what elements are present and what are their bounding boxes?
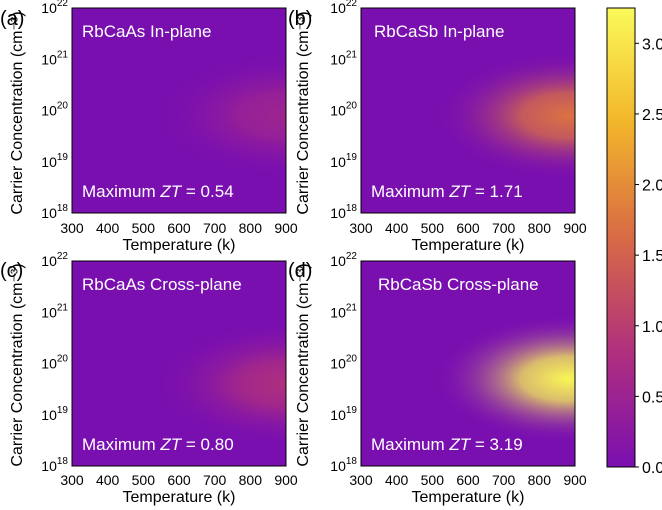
y-tick-label: 1021 — [41, 302, 68, 320]
colorbar-gradient — [606, 7, 636, 468]
colorbar-tick-label: 0.0 — [642, 460, 662, 477]
y-tick-label: 1018 — [41, 203, 68, 221]
y-tick-label: 1021 — [330, 302, 357, 320]
x-tick-label: 600 — [456, 220, 480, 236]
x-tick-label: 400 — [385, 220, 409, 236]
colorbar: 0.0 0.5 1.0 1.5 2.0 2.5 3.0 — [606, 7, 662, 477]
heatmap-overlay — [72, 8, 286, 213]
heatmap-title: RbCaSb In-plane — [374, 22, 504, 41]
x-tick-label: 300 — [349, 472, 373, 488]
x-tick-label: 400 — [96, 472, 120, 488]
y-tick-label: 1022 — [41, 0, 68, 16]
x-tick-labels: 300 400 500 600 700 800 900 — [349, 220, 587, 236]
x-tick-label: 600 — [167, 472, 191, 488]
x-tick-label: 600 — [167, 220, 191, 236]
max-zt-annotation: Maximum ZT = 3.19 — [371, 435, 523, 454]
y-tick-label: 1019 — [41, 152, 68, 170]
panel-label: (c) — [0, 260, 23, 282]
panel-a: (a) Carrier Concentration (cm⁻³) RbCaAs … — [0, 0, 298, 254]
x-tick-label: 500 — [421, 220, 445, 236]
x-tick-label: 600 — [456, 472, 480, 488]
x-tick-labels: 300 400 500 600 700 800 900 — [60, 472, 298, 488]
colorbar-tick-label: 1.0 — [642, 319, 662, 336]
plot-frame — [360, 7, 576, 214]
plot-frame — [71, 260, 287, 467]
heatmap-title: RbCaAs Cross-plane — [82, 275, 242, 294]
heatmap-title: RbCaAs In-plane — [82, 22, 211, 41]
x-tick-label: 300 — [349, 220, 373, 236]
y-tick-label: 1020 — [330, 354, 357, 372]
x-tick-label: 700 — [203, 472, 227, 488]
x-tick-label: 900 — [563, 472, 587, 488]
x-tick-label: 800 — [528, 472, 552, 488]
x-tick-label: 700 — [492, 472, 516, 488]
x-tick-label: 400 — [385, 472, 409, 488]
x-axis-label: Temperature (k) — [123, 489, 236, 506]
heatmap-title: RbCaSb Cross-plane — [378, 275, 539, 294]
y-axis-label: Carrier Concentration (cm⁻³) — [295, 11, 312, 214]
panel-c: (c) Carrier Concentration (cm⁻³) RbCaAs … — [0, 251, 298, 506]
x-tick-label: 300 — [60, 220, 84, 236]
x-tick-label: 400 — [96, 220, 120, 236]
x-tick-label: 900 — [274, 472, 298, 488]
y-tick-label: 1022 — [330, 0, 357, 16]
x-axis-label: Temperature (k) — [123, 237, 236, 254]
x-tick-label: 700 — [203, 220, 227, 236]
y-tick-label: 1020 — [330, 101, 357, 119]
y-tick-label: 1022 — [330, 251, 357, 269]
plot-frame — [71, 7, 287, 214]
colorbar-tick-label: 2.0 — [642, 178, 662, 195]
x-tick-label: 900 — [274, 220, 298, 236]
x-axis-label: Temperature (k) — [412, 237, 525, 254]
colorbar-tick-labels: 0.0 0.5 1.0 1.5 2.0 2.5 3.0 — [635, 36, 662, 477]
x-tick-label: 500 — [132, 220, 156, 236]
x-tick-label: 800 — [239, 472, 263, 488]
max-zt-annotation: Maximum ZT = 0.80 — [82, 435, 234, 454]
y-axis-label: Carrier Concentration (cm⁻³) — [295, 263, 312, 466]
heatmap-overlay — [361, 8, 575, 213]
y-tick-label: 1019 — [330, 405, 357, 423]
x-tick-labels: 300 400 500 600 700 800 900 — [349, 472, 587, 488]
x-tick-label: 500 — [132, 472, 156, 488]
x-tick-label: 800 — [239, 220, 263, 236]
y-tick-label: 1018 — [330, 203, 357, 221]
y-tick-label: 1021 — [330, 49, 357, 67]
panel-label: (a) — [0, 8, 24, 30]
x-tick-label: 700 — [492, 220, 516, 236]
x-tick-label: 300 — [60, 472, 84, 488]
y-tick-label: 1021 — [41, 49, 68, 67]
x-tick-labels: 300 400 500 600 700 800 900 — [60, 220, 298, 236]
y-tick-labels: 1018 1019 1020 1021 1022 — [330, 0, 357, 221]
y-axis-label: Carrier Concentration (cm⁻³) — [9, 11, 26, 214]
colorbar-tick-label: 1.5 — [642, 248, 662, 265]
panel-label: (b) — [288, 8, 312, 30]
y-tick-labels: 1018 1019 1020 1021 1022 — [41, 0, 68, 221]
panel-b: (b) Carrier Concentration (cm⁻³) RbCaSb … — [288, 0, 587, 254]
y-tick-label: 1022 — [41, 251, 68, 269]
panel-label: (d) — [288, 260, 312, 282]
x-tick-label: 800 — [528, 220, 552, 236]
y-tick-label: 1020 — [41, 354, 68, 372]
x-axis-label: Temperature (k) — [412, 489, 525, 506]
panel-d: (d) Carrier Concentration (cm⁻³) RbCaSb … — [288, 251, 587, 506]
plot-frame — [360, 260, 576, 467]
max-zt-annotation: Maximum ZT = 0.54 — [82, 182, 234, 201]
colorbar-tick-label: 2.5 — [642, 107, 662, 124]
heatmap-overlay — [72, 261, 286, 466]
y-tick-label: 1020 — [41, 101, 68, 119]
x-tick-label: 900 — [563, 220, 587, 236]
y-axis-label: Carrier Concentration (cm⁻³) — [9, 263, 26, 466]
max-zt-annotation: Maximum ZT = 1.71 — [371, 182, 523, 201]
y-tick-label: 1019 — [330, 152, 357, 170]
colorbar-tick-label: 0.5 — [642, 389, 662, 406]
x-tick-label: 500 — [421, 472, 445, 488]
colorbar-tick-label: 3.0 — [642, 36, 662, 53]
heatmap-overlay — [361, 261, 575, 466]
y-tick-label: 1019 — [41, 405, 68, 423]
